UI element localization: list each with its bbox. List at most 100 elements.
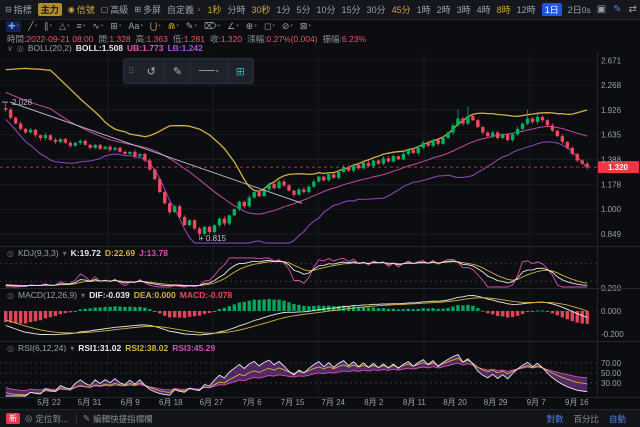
target-icon: ◎ xyxy=(25,413,32,424)
collapse-icon[interactable]: ∨ xyxy=(7,44,13,53)
info-value: 0.27%(0.004) xyxy=(267,34,318,44)
drag-handle[interactable]: ⠿ xyxy=(124,66,139,77)
interval-2日[interactable]: 2日 xyxy=(568,3,582,16)
loop-icon[interactable]: ◎ xyxy=(7,249,14,258)
chevron-down-icon: ▾ xyxy=(254,23,257,29)
camera-icon[interactable]: ▣ xyxy=(597,4,606,15)
crosshair-icon[interactable]: ✚▾ xyxy=(6,21,21,32)
line-style-select[interactable]: ──▾ xyxy=(191,59,228,83)
edit-shortcut-label: 編輯快捷指標欄 xyxy=(93,413,153,425)
interval-30分[interactable]: 30分 xyxy=(367,3,386,16)
toolbar-chip-signal[interactable]: ◉信號 xyxy=(68,3,95,16)
multi-screen-icon: ⊞ xyxy=(134,5,141,14)
toolbar-icons: ▣✎⇄⚙⊡ xyxy=(597,4,640,15)
revert-icon[interactable]: ↺ xyxy=(139,59,165,83)
chevron-down-icon: ▾ xyxy=(67,23,70,29)
chart-canvas[interactable]: 2.028+ 0.8151.3202.6712.2681.9261.6351.3… xyxy=(0,52,640,410)
interval-3時[interactable]: 3時 xyxy=(457,3,471,16)
text-tool-icon[interactable]: Aa▾ xyxy=(128,21,143,31)
interval-1秒[interactable]: 1秒 xyxy=(207,3,221,16)
interval-10分[interactable]: 10分 xyxy=(317,3,336,16)
pattern-tool-icon[interactable]: ⊞▾ xyxy=(110,21,121,32)
interval-12時[interactable]: 12時 xyxy=(517,3,536,16)
interval-4時[interactable]: 4時 xyxy=(477,3,491,16)
lock-all-tool-glyph: ◻ xyxy=(264,21,271,32)
chevron-down-icon: ▾ xyxy=(101,23,104,29)
brush-tool-icon[interactable]: ≡▾ xyxy=(76,21,85,31)
interval-2時[interactable]: 2時 xyxy=(437,3,451,16)
toolbar-chip-multi-screen[interactable]: ⊞多屏 xyxy=(134,3,161,16)
interval-分時[interactable]: 分時 xyxy=(227,3,245,16)
rsi-legend[interactable]: ◎RSI(6,12,24)▾RSI1:31.02RSI2:38.02RSI3:4… xyxy=(7,343,215,353)
svg-text:7月 24: 7月 24 xyxy=(321,398,345,407)
loop-icon[interactable]: ◎ xyxy=(7,291,14,300)
measure-tool-glyph: ∠ xyxy=(227,21,235,32)
indicator-button[interactable]: ⊟ 指標 xyxy=(5,3,32,16)
lock-all-tool-icon[interactable]: ◻▾ xyxy=(264,21,275,32)
macd-legend[interactable]: ◎MACD(12,26,9)▾DIF:-0.039DEA:0.000MACD:-… xyxy=(7,290,232,300)
svg-text:8月 29: 8月 29 xyxy=(484,398,508,407)
trendline-tool-icon[interactable]: ╱▾ xyxy=(28,21,37,32)
indicator-name: BOLL(20,2) xyxy=(28,43,72,53)
candles-layer xyxy=(4,102,589,240)
kdj-legend[interactable]: ◎KDJ(9,3,3)▾K:19.72D:22.69J:13.78 xyxy=(7,248,168,258)
draw-pencil-icon[interactable]: ✎ xyxy=(613,4,621,15)
interval-8時[interactable]: 8時 xyxy=(497,3,511,16)
date-axis-labels: 5月 225月 316月 96月 186月 277月 67月 157月 248月… xyxy=(37,398,589,407)
remove-all-tool-glyph: ⊠ xyxy=(300,21,308,32)
magnet-tool-icon[interactable]: ⋃▾ xyxy=(150,21,161,32)
boll-legend[interactable]: ∨◎BOLL(20,2)BOLL:1.508UB:1.773LB:1.242 xyxy=(7,43,203,53)
svg-text:2.671: 2.671 xyxy=(601,56,622,65)
chevron-down-icon: ▾ xyxy=(34,23,37,29)
loop-icon[interactable]: ◎ xyxy=(7,344,14,353)
indicator-value: RSI2:38.02 xyxy=(125,343,168,353)
loop-icon[interactable]: ◎ xyxy=(17,44,24,53)
eraser-tool-icon[interactable]: ⌦▾ xyxy=(204,21,220,32)
toolbar-left-group: ⊟ 指標 主力 ◉信號 ▢高級 ⊞多屏自定義∨ 1秒分時 30秒 1分 5分 10分 15分 30分… xyxy=(5,3,582,16)
scale-option-百分比[interactable]: 百分比 xyxy=(573,413,599,425)
hide-all-tool-icon[interactable]: ⊘▾ xyxy=(282,21,293,32)
toolbar-chip-custom[interactable]: 自定義∨ xyxy=(167,3,201,16)
interval-1日[interactable]: 1日 xyxy=(542,3,562,16)
edit-shortcut-button[interactable]: ✎ 編輯快捷指標欄 xyxy=(83,413,153,425)
magnet-mode-icon[interactable]: ⊞ xyxy=(228,59,253,83)
wave-tool-icon[interactable]: ∿▾ xyxy=(92,21,103,32)
rsi-layer: 70.0050.0030.00 xyxy=(0,355,622,396)
interval-1分[interactable]: 1分 xyxy=(277,3,291,16)
interval-30秒[interactable]: 30秒 xyxy=(251,3,270,16)
info-label: 振幅: xyxy=(323,34,342,44)
svg-text:0.000: 0.000 xyxy=(601,307,622,316)
toolbar-chip-main-force[interactable]: 主力 xyxy=(38,3,62,16)
interval-15分[interactable]: 15分 xyxy=(342,3,361,16)
compare-icon[interactable]: ⇄ xyxy=(629,4,637,15)
chevron-down-icon[interactable]: ▾ xyxy=(63,249,67,258)
pencil-icon[interactable]: ✎ xyxy=(165,59,191,83)
scale-option-自動[interactable]: 自動 xyxy=(609,413,626,425)
indicator-value: MACD:-0.078 xyxy=(180,290,232,300)
annotations-layer: 2.028+ 0.815 xyxy=(2,98,302,243)
indicator-value: K:19.72 xyxy=(71,248,101,258)
pattern-tool-glyph: ⊞ xyxy=(110,21,118,32)
interval-5分[interactable]: 5分 xyxy=(297,3,311,16)
svg-text:1.000: 1.000 xyxy=(601,205,622,214)
interval-45分[interactable]: 45分 xyxy=(392,3,411,16)
edit-icon: ✎ xyxy=(83,413,90,424)
zoom-tool-icon[interactable]: ⊕▾ xyxy=(246,21,257,32)
measure-tool-icon[interactable]: ∠▾ xyxy=(227,21,239,32)
channel-tool-icon[interactable]: ∥▾ xyxy=(44,21,52,32)
strong-magnet-tool-icon[interactable]: ⋒▾ xyxy=(168,21,179,32)
chevron-down-icon: ▾ xyxy=(119,23,122,29)
chevron-down-icon[interactable]: ▾ xyxy=(70,344,74,353)
interval-1時[interactable]: 1時 xyxy=(417,3,431,16)
chevron-down-icon[interactable]: ▾ xyxy=(81,291,85,300)
toolbar-chip-advanced[interactable]: ▢高級 xyxy=(101,3,129,16)
locate-button[interactable]: ◎ 定位到... xyxy=(25,413,68,425)
main-force-label: 主力 xyxy=(41,3,59,16)
info-value: 1.320 xyxy=(221,34,242,44)
remove-all-tool-icon[interactable]: ⊠▾ xyxy=(300,21,311,32)
shapes-tool-icon[interactable]: △▾ xyxy=(59,21,69,32)
floating-draw-toolbar[interactable]: ⠿↺✎──▾⊞ xyxy=(123,58,254,84)
info-label: 收: xyxy=(210,34,221,44)
scale-option-對數[interactable]: 對數 xyxy=(546,413,563,425)
draw-mode-tool-icon[interactable]: ✎▾ xyxy=(186,21,197,32)
